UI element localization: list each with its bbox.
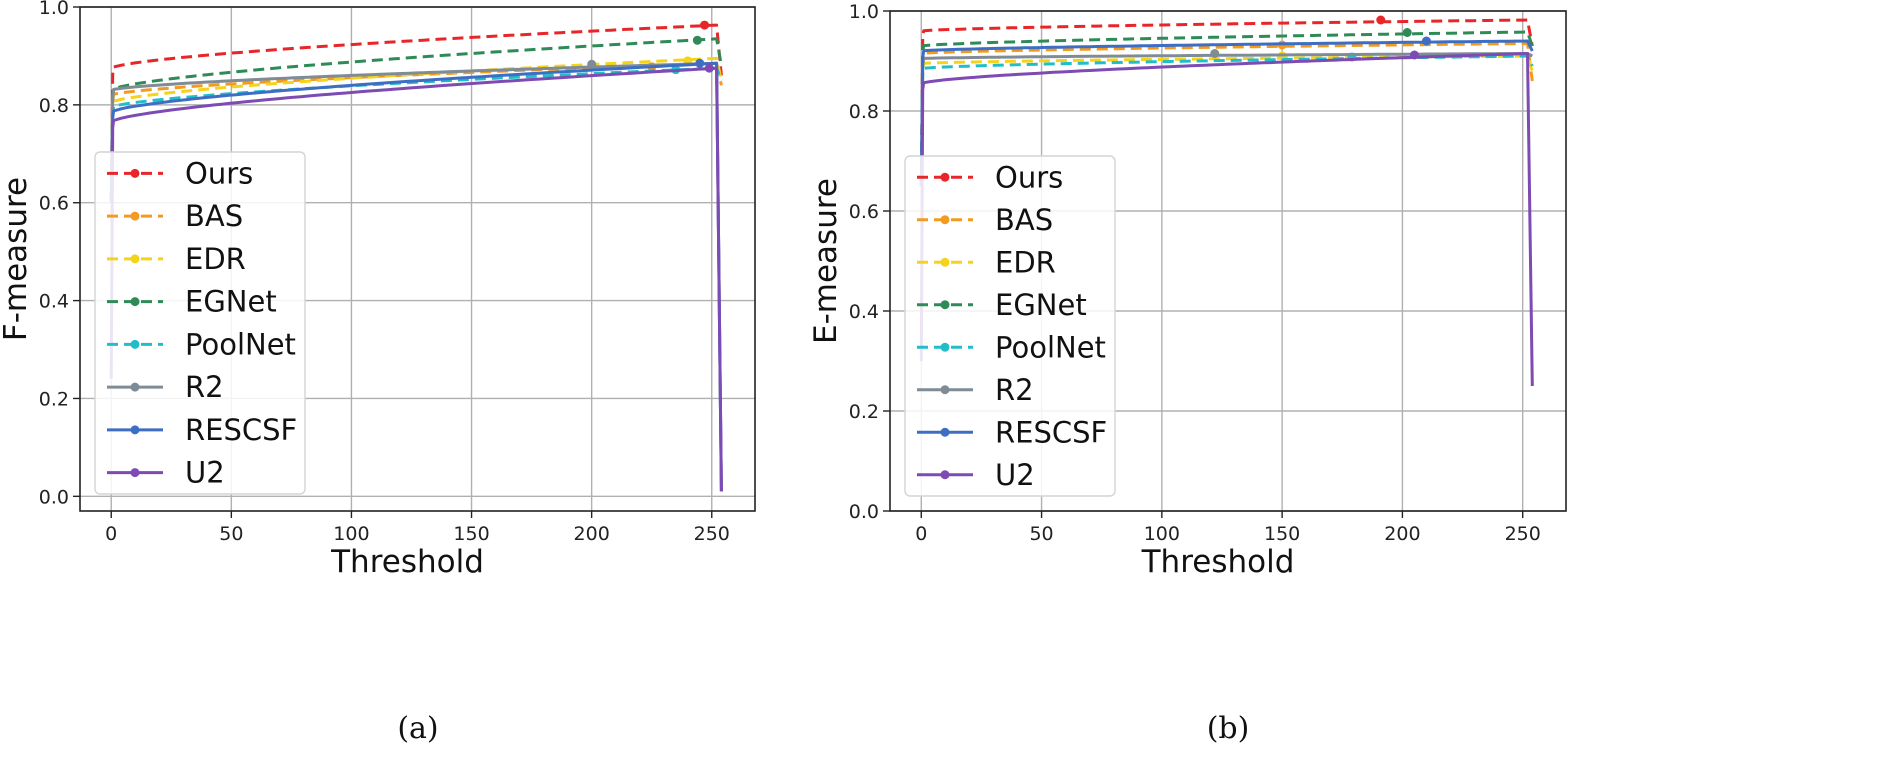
- legend-label: BAS: [995, 203, 1053, 237]
- max-marker-r2: [1210, 49, 1220, 58]
- y-tick-label: 0.6: [849, 201, 879, 223]
- y-tick-label: 0.8: [849, 101, 879, 123]
- legend-marker: [940, 300, 950, 310]
- x-tick-label: 0: [105, 523, 117, 545]
- max-marker-u2: [1409, 50, 1419, 60]
- x-tick-label: 100: [1144, 523, 1180, 545]
- x-tick-label: 200: [1384, 523, 1420, 545]
- legend-label: RESCSF: [995, 415, 1107, 449]
- legend-label: EDR: [185, 242, 246, 276]
- legend-label: U2: [185, 456, 225, 490]
- x-axis-label: Threshold: [330, 544, 484, 580]
- series-line-bas: [919, 42, 1534, 187]
- legend-marker: [940, 172, 950, 182]
- chart-panel-a: 0 50 100 150 200 250 0.0 0.2 0.4 0.6 0.8 1.0 Thresho…: [0, 0, 756, 746]
- legend-marker: [130, 297, 140, 307]
- max-marker-ours: [1376, 15, 1386, 25]
- max-marker-rescsf: [695, 58, 705, 68]
- series-line-edr: [109, 56, 723, 203]
- y-tick-label: 0.6: [39, 193, 69, 215]
- legend-marker: [130, 468, 140, 478]
- series-line-rescsf: [109, 61, 723, 492]
- legend-label: PoolNet: [185, 327, 296, 361]
- y-tick-label: 0.2: [39, 388, 69, 410]
- x-tick-label: 0: [915, 523, 927, 545]
- x-tick-label: 250: [694, 523, 730, 545]
- max-marker-egnet: [1402, 28, 1412, 37]
- legend-label: R2: [995, 373, 1034, 407]
- x-tick-label: 150: [453, 523, 489, 545]
- x-tick-label: 50: [219, 523, 243, 545]
- figure-caption: (b): [1207, 711, 1250, 746]
- legend-label: PoolNet: [995, 330, 1106, 364]
- figure-caption: (a): [397, 711, 438, 746]
- legend-marker: [940, 342, 950, 352]
- legend-label: R2: [185, 370, 224, 404]
- y-tick-label: 1.0: [849, 1, 879, 23]
- max-marker-rescsf: [1421, 36, 1431, 46]
- y-tick-label: 1.0: [39, 0, 69, 19]
- max-marker-r2: [587, 59, 597, 69]
- series-line-r2: [109, 61, 723, 492]
- x-axis-label: Threshold: [1141, 544, 1295, 580]
- series-line-poolnet: [919, 54, 1534, 187]
- legend-label: Ours: [185, 156, 253, 190]
- x-tick-label: 200: [574, 523, 610, 545]
- legend-marker: [130, 254, 140, 264]
- series-line-r2: [919, 52, 1533, 187]
- y-axis-label: F-measure: [0, 177, 34, 341]
- y-tick-label: 0.0: [849, 501, 879, 523]
- series-line-u2: [109, 66, 723, 492]
- max-marker-u2: [704, 63, 714, 73]
- legend-label: U2: [995, 458, 1035, 492]
- x-tick-label: 50: [1029, 523, 1053, 545]
- legend-box: [94, 151, 306, 495]
- legend-label: EGNet: [995, 288, 1087, 322]
- series-line-u2: [919, 52, 1534, 387]
- series-line-egnet: [109, 37, 723, 203]
- legend-marker: [940, 470, 950, 480]
- x-tick-label: 150: [1264, 523, 1300, 545]
- x-tick-label: 250: [1505, 523, 1541, 545]
- legend-label: EGNet: [185, 285, 277, 319]
- series-line-ours: [919, 18, 1534, 187]
- legend-marker: [940, 257, 950, 267]
- legend-marker: [940, 427, 950, 437]
- y-tick-label: 0.0: [39, 486, 69, 508]
- plot-frame: [79, 6, 756, 512]
- y-axis-label: E-measure: [808, 178, 844, 344]
- legend-box: [904, 155, 1116, 497]
- y-tick-label: 0.4: [849, 301, 879, 323]
- chart-panel-b: 0 50 100 150 200 250 0.0 0.2 0.4 0.6 0.8 1.0 Thresho…: [808, 1, 1567, 746]
- legend-marker: [130, 382, 140, 392]
- legend-marker: [130, 168, 140, 178]
- max-marker-ours: [700, 20, 710, 30]
- series-line-egnet: [919, 30, 1534, 187]
- legend-label: Ours: [995, 160, 1063, 194]
- plot-frame: [889, 10, 1567, 512]
- y-tick-label: 0.2: [849, 401, 879, 423]
- y-tick-label: 0.4: [39, 291, 69, 313]
- legend-label: EDR: [995, 245, 1056, 279]
- series-line-rescsf: [919, 39, 1534, 187]
- legend-marker: [940, 215, 950, 225]
- x-tick-label: 100: [333, 523, 369, 545]
- legend-marker: [940, 385, 950, 395]
- legend-marker: [130, 211, 140, 221]
- y-tick-label: 0.8: [39, 95, 69, 117]
- max-marker-egnet: [692, 35, 702, 45]
- legend-marker: [130, 425, 140, 435]
- legend-label: BAS: [185, 199, 243, 233]
- series-line-ours: [109, 23, 723, 203]
- legend-marker: [130, 339, 140, 349]
- legend-label: RESCSF: [185, 413, 297, 447]
